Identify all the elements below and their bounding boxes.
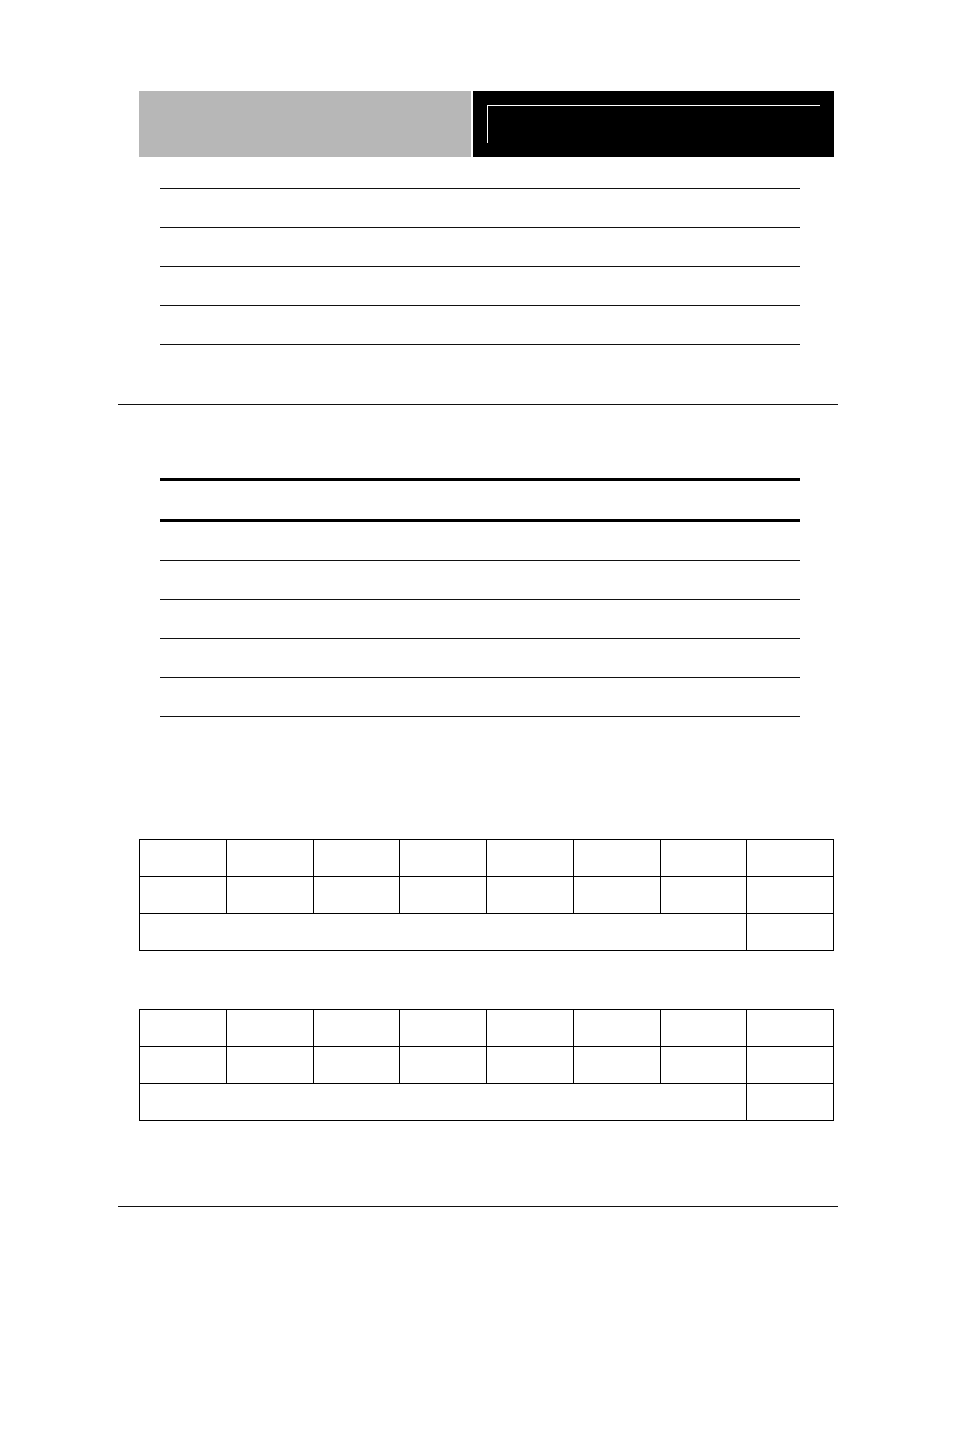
- table-cell: [746, 914, 834, 950]
- table-cell: [746, 1010, 833, 1046]
- table-row: [140, 1046, 833, 1083]
- header-left-grey-block: [139, 91, 473, 157]
- table-cell: [313, 877, 400, 913]
- table-cell: [660, 1047, 747, 1083]
- table-cell: [573, 1047, 660, 1083]
- table-cell: [226, 877, 313, 913]
- rules-block-1: [160, 188, 800, 345]
- header-two-tone-bar: [139, 91, 834, 157]
- table-cell: [746, 877, 833, 913]
- table-cell: [140, 877, 226, 913]
- table-row: [140, 1010, 833, 1046]
- table-row: [140, 1083, 833, 1120]
- table-cell: [399, 840, 486, 876]
- table-cell: [140, 1010, 226, 1046]
- table-row: [140, 876, 833, 913]
- table-cell: [746, 1084, 834, 1120]
- table-cell: [226, 1047, 313, 1083]
- table-cell: [573, 840, 660, 876]
- table-cell: [573, 1010, 660, 1046]
- table-cell: [140, 914, 227, 950]
- table-cell: [746, 840, 833, 876]
- table-merged-cell: [227, 914, 746, 950]
- grid-table-2: [139, 1009, 834, 1121]
- grid-table-1: [139, 839, 834, 951]
- rule: [160, 716, 800, 717]
- table-cell: [660, 877, 747, 913]
- rules-block-2: [160, 478, 800, 717]
- table-row: [140, 840, 833, 876]
- table-cell: [140, 1084, 227, 1120]
- table-cell: [399, 1047, 486, 1083]
- table-cell: [746, 1047, 833, 1083]
- table-cell: [313, 840, 400, 876]
- table-cell: [313, 1047, 400, 1083]
- table-cell: [140, 1047, 226, 1083]
- table-cell: [399, 1010, 486, 1046]
- table-cell: [486, 877, 573, 913]
- table-cell: [486, 1047, 573, 1083]
- table-cell: [660, 840, 747, 876]
- header-inner-frame: [487, 105, 820, 143]
- table-cell: [140, 840, 226, 876]
- table-cell: [660, 1010, 747, 1046]
- table-cell: [226, 1010, 313, 1046]
- table-merged-cell: [227, 1084, 746, 1120]
- table-cell: [313, 1010, 400, 1046]
- table-cell: [226, 840, 313, 876]
- table-cell: [486, 1010, 573, 1046]
- table-cell: [486, 840, 573, 876]
- footer-rule: [118, 1206, 838, 1207]
- table-row: [140, 913, 833, 950]
- full-width-divider: [118, 404, 838, 405]
- document-page: [0, 0, 954, 1434]
- rule: [160, 344, 800, 345]
- table-cell: [399, 877, 486, 913]
- table-cell: [573, 877, 660, 913]
- header-right-black-block: [473, 91, 834, 157]
